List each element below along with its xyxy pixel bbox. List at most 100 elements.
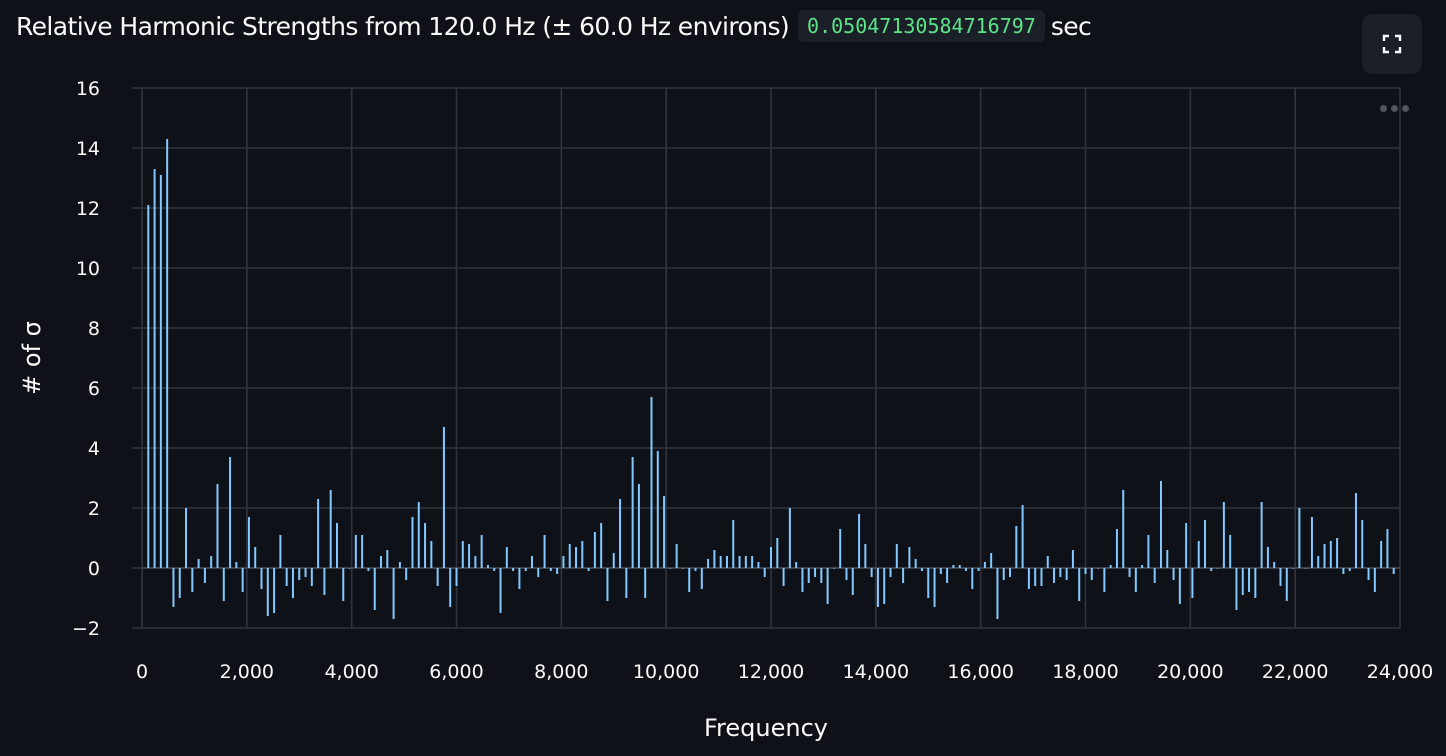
bar[interactable]	[927, 568, 930, 598]
bar[interactable]	[1336, 538, 1339, 568]
bar[interactable]	[1134, 568, 1137, 592]
bar[interactable]	[612, 553, 615, 568]
bar[interactable]	[185, 508, 188, 568]
bar[interactable]	[1034, 568, 1037, 586]
bar[interactable]	[1097, 568, 1100, 569]
bar[interactable]	[587, 568, 590, 571]
bar[interactable]	[933, 568, 936, 607]
bar[interactable]	[952, 565, 955, 568]
bar[interactable]	[1304, 568, 1307, 569]
bar[interactable]	[1103, 568, 1106, 592]
bar[interactable]	[512, 568, 515, 571]
bar[interactable]	[210, 556, 213, 568]
bar[interactable]	[732, 520, 735, 568]
bar[interactable]	[361, 535, 364, 568]
bar[interactable]	[159, 175, 162, 568]
bar[interactable]	[983, 562, 986, 568]
bar[interactable]	[694, 568, 697, 571]
bar[interactable]	[291, 568, 294, 598]
bar[interactable]	[1241, 568, 1244, 595]
bar[interactable]	[405, 568, 408, 580]
bar[interactable]	[958, 565, 961, 568]
bar[interactable]	[455, 568, 458, 586]
bar[interactable]	[1191, 568, 1194, 598]
bar[interactable]	[1279, 568, 1282, 586]
bar[interactable]	[688, 568, 691, 592]
bar[interactable]	[707, 559, 710, 568]
bar[interactable]	[1248, 568, 1251, 592]
bar[interactable]	[1373, 568, 1376, 592]
bar[interactable]	[814, 568, 817, 577]
bar[interactable]	[241, 568, 244, 592]
bar[interactable]	[700, 568, 703, 589]
bar[interactable]	[946, 568, 949, 583]
bar[interactable]	[631, 457, 634, 568]
bar[interactable]	[1285, 568, 1288, 601]
bar[interactable]	[669, 568, 672, 569]
bar[interactable]	[323, 568, 326, 595]
bar[interactable]	[895, 544, 898, 568]
bar[interactable]	[650, 397, 653, 568]
bar[interactable]	[1298, 508, 1301, 568]
bar[interactable]	[1172, 568, 1175, 580]
bar[interactable]	[663, 496, 666, 568]
bar[interactable]	[191, 568, 194, 592]
bar[interactable]	[329, 490, 332, 568]
bar[interactable]	[1166, 550, 1169, 568]
bar[interactable]	[310, 568, 313, 586]
bar[interactable]	[1367, 568, 1370, 580]
bar[interactable]	[1354, 493, 1357, 568]
bar[interactable]	[1329, 541, 1332, 568]
bar[interactable]	[166, 139, 169, 568]
bar[interactable]	[977, 568, 980, 571]
bar[interactable]	[1386, 529, 1389, 568]
bar[interactable]	[367, 568, 370, 571]
bar[interactable]	[424, 523, 427, 568]
bar[interactable]	[1027, 568, 1030, 589]
bar[interactable]	[493, 568, 496, 571]
bar[interactable]	[1273, 562, 1276, 568]
bar[interactable]	[518, 568, 521, 589]
bar[interactable]	[273, 568, 276, 613]
fullscreen-button[interactable]	[1362, 14, 1422, 74]
bar[interactable]	[1185, 523, 1188, 568]
bar[interactable]	[260, 568, 263, 589]
bar[interactable]	[254, 547, 257, 568]
bar[interactable]	[216, 484, 219, 568]
bar[interactable]	[1361, 520, 1364, 568]
bar[interactable]	[1078, 568, 1081, 601]
bar[interactable]	[1229, 535, 1232, 568]
bar[interactable]	[1260, 502, 1263, 568]
bar[interactable]	[1040, 568, 1043, 586]
bar[interactable]	[996, 568, 999, 619]
bar[interactable]	[1128, 568, 1131, 577]
bar[interactable]	[442, 427, 445, 568]
bar[interactable]	[486, 565, 489, 568]
bar[interactable]	[1348, 568, 1351, 571]
bar[interactable]	[461, 541, 464, 568]
bar[interactable]	[222, 568, 225, 601]
bar[interactable]	[524, 568, 527, 571]
bar[interactable]	[876, 568, 879, 607]
bar[interactable]	[392, 568, 395, 619]
bar[interactable]	[279, 535, 282, 568]
bar[interactable]	[1141, 565, 1144, 568]
bar[interactable]	[172, 568, 175, 607]
bar[interactable]	[625, 568, 628, 598]
bar[interactable]	[247, 517, 250, 568]
bar[interactable]	[719, 556, 722, 568]
bar[interactable]	[593, 532, 596, 568]
bar[interactable]	[757, 562, 760, 568]
bar[interactable]	[304, 568, 307, 577]
bar[interactable]	[1009, 568, 1012, 577]
bar[interactable]	[1071, 550, 1074, 568]
bar[interactable]	[562, 556, 565, 568]
bar[interactable]	[581, 541, 584, 568]
bar[interactable]	[1235, 568, 1238, 610]
bar[interactable]	[807, 568, 810, 583]
bar[interactable]	[1109, 565, 1112, 568]
bar[interactable]	[1021, 505, 1024, 568]
bar[interactable]	[1065, 568, 1068, 580]
bar[interactable]	[386, 550, 389, 568]
bar[interactable]	[575, 547, 578, 568]
